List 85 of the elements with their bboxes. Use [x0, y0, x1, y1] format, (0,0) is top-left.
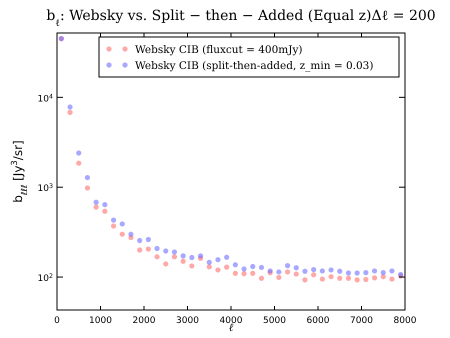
point: [180, 253, 186, 258]
point: [94, 204, 99, 210]
point: [346, 276, 352, 281]
x-tick-label: 6000: [306, 316, 330, 326]
point: [172, 254, 178, 260]
point: [372, 268, 378, 274]
x-tick-label: 0: [54, 316, 60, 326]
point: [337, 276, 342, 281]
point: [320, 276, 325, 282]
x-tick-label: 2000: [132, 316, 156, 326]
legend-label: Websky CIB (fluxcut = 400mJy): [135, 44, 302, 56]
point: [354, 277, 360, 282]
x-tick-label: 7000: [350, 316, 374, 326]
point: [120, 221, 125, 227]
point: [311, 267, 316, 272]
point: [154, 246, 160, 252]
point: [189, 254, 194, 260]
point: [311, 272, 316, 278]
point: [206, 260, 212, 265]
point: [363, 270, 368, 276]
x-tick-label: 1000: [89, 316, 112, 326]
point: [294, 271, 299, 277]
point: [320, 268, 325, 274]
point: [102, 208, 108, 214]
point: [67, 110, 73, 115]
point: [328, 274, 334, 280]
point: [294, 265, 299, 270]
point: [76, 160, 82, 166]
point: [276, 274, 282, 280]
point: [389, 268, 395, 274]
point: [137, 238, 142, 244]
point: [76, 150, 82, 156]
point: [154, 254, 160, 260]
point: [302, 277, 308, 282]
point: [258, 264, 264, 270]
point: [232, 262, 238, 268]
point: [337, 268, 342, 274]
point: [163, 261, 168, 267]
point: [189, 263, 194, 269]
point: [137, 247, 142, 253]
point: [328, 267, 334, 273]
point: [84, 185, 90, 191]
point: [128, 232, 134, 237]
point: [241, 271, 247, 276]
point: [67, 104, 73, 110]
point: [372, 275, 378, 280]
point: [94, 200, 99, 205]
chart-title: b$_{ℓ}$: Websky vs. Split − then − Added (Equal z)Δℓ = 200: [46, 8, 436, 28]
point: [215, 267, 221, 273]
point: [180, 258, 186, 264]
point: [102, 202, 108, 208]
x-tick-label: 8000: [394, 316, 417, 326]
point: [346, 270, 352, 276]
point: [354, 270, 360, 276]
point: [172, 249, 178, 255]
point: [198, 253, 204, 258]
x-tick-label: 3000: [176, 316, 200, 326]
point: [284, 263, 290, 268]
point: [389, 276, 395, 282]
point: [363, 276, 368, 282]
point: [163, 248, 168, 254]
legend-label: Websky CIB (split-then-added, z_min = 0.03): [135, 60, 374, 72]
point: [146, 236, 151, 242]
point: [302, 268, 308, 274]
y-tick-label: 10$^{3}$: [38, 182, 53, 194]
x-tick-label: 5000: [263, 316, 286, 326]
y-tick-label: 10$^{4}$: [38, 92, 53, 104]
y-tick-label: 10$^{2}$: [38, 272, 53, 284]
point: [276, 269, 282, 275]
point: [224, 264, 230, 270]
point: [110, 223, 116, 229]
point: [206, 264, 212, 270]
point: [380, 270, 386, 276]
point: [110, 218, 116, 223]
point: [258, 276, 264, 281]
point: [284, 269, 290, 275]
point: [215, 257, 221, 262]
point: [232, 270, 238, 276]
point: [224, 254, 230, 260]
point: [241, 266, 247, 272]
point: [84, 174, 90, 180]
point: [250, 270, 256, 276]
point: [120, 232, 125, 237]
point: [250, 264, 256, 270]
point: [146, 246, 151, 252]
